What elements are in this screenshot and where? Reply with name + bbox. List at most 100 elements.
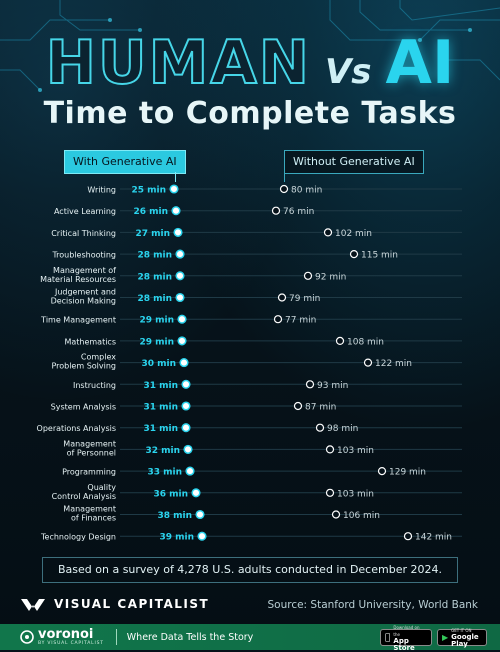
with-ai-point	[180, 359, 188, 367]
task-label-line: Quality	[87, 483, 116, 492]
without-ai-point	[281, 186, 288, 193]
task-label: Management of Personnel	[63, 439, 116, 457]
task-label-line: Problem Solving	[51, 362, 116, 371]
task-label: Judgement and Decision Making	[51, 288, 116, 306]
with-ai-value-label: 29 min	[139, 337, 174, 347]
with-ai-value-label: 28 min	[137, 294, 172, 304]
without-ai-value-label: 93 min	[317, 381, 348, 391]
without-ai-point	[307, 381, 314, 388]
without-ai-point	[325, 229, 332, 236]
task-label: Operations Analysis	[37, 424, 116, 433]
without-ai-value-label: 80 min	[291, 186, 322, 196]
without-ai-point	[351, 251, 358, 258]
app-store-button[interactable]:  Download on the App Store	[380, 629, 432, 646]
with-ai-point	[184, 446, 192, 454]
divider	[116, 629, 117, 645]
task-label-line: Judgement and	[54, 288, 116, 297]
task-label-line: Management of	[53, 266, 116, 275]
without-ai-value-label: 106 min	[343, 511, 380, 521]
without-ai-point	[305, 272, 312, 279]
task-label: Quality Control Analysis	[52, 483, 117, 501]
without-ai-value-label: 98 min	[327, 424, 358, 434]
survey-footnote: Based on a survey of 4,278 U.S. adults c…	[42, 557, 458, 583]
task-label-line: Control Analysis	[52, 492, 116, 501]
app-store-label: App Store	[393, 638, 427, 652]
task-label-line: Critical Thinking	[51, 229, 116, 238]
with-ai-value-label: 32 min	[145, 446, 180, 456]
title-vs: Vs	[325, 52, 372, 92]
subtitle: Time to Complete Tasks	[0, 96, 500, 131]
without-ai-value-label: 92 min	[315, 272, 346, 282]
without-ai-point	[295, 403, 302, 410]
task-label-line: Troubleshooting	[51, 251, 116, 260]
visual-capitalist-logo-icon	[20, 596, 46, 612]
voronoi-sub: BY VISUAL CAPITALIST	[38, 641, 104, 647]
with-ai-point	[176, 294, 184, 302]
without-ai-point	[365, 359, 372, 366]
without-ai-point	[327, 489, 334, 496]
with-ai-point	[170, 185, 178, 193]
title-human: HUMAN	[46, 28, 311, 98]
with-ai-value-label: 25 min	[131, 186, 166, 196]
with-ai-point	[186, 467, 194, 475]
task-label-line: Programming	[62, 468, 116, 477]
task-label: Management of Finances	[63, 505, 116, 523]
task-label: Complex Problem Solving	[51, 353, 116, 371]
without-ai-value-label: 79 min	[289, 294, 320, 304]
with-ai-value-label: 31 min	[143, 424, 178, 434]
task-label-line: Mathematics	[64, 337, 116, 346]
with-ai-value-label: 33 min	[147, 468, 182, 478]
without-ai-point	[379, 468, 386, 475]
task-label-line: System Analysis	[51, 403, 116, 412]
task-label-line: Technology Design	[40, 533, 116, 542]
task-label: Active Learning	[54, 207, 116, 216]
with-ai-value-label: 28 min	[137, 272, 172, 282]
with-ai-point	[182, 381, 190, 389]
voronoi-logo-icon	[20, 630, 34, 644]
with-ai-point	[172, 207, 180, 215]
play-icon: ▶	[442, 633, 448, 642]
task-label-line: Writing	[87, 186, 116, 195]
voronoi-logo[interactable]: voronoi BY VISUAL CAPITALIST	[38, 628, 104, 647]
task-label-line: of Personnel	[67, 448, 116, 457]
task-label: Instructing	[73, 381, 116, 390]
without-ai-point	[333, 511, 340, 518]
task-label-line: Material Resources	[40, 275, 116, 284]
with-ai-value-label: 26 min	[133, 207, 168, 217]
task-label: Time Management	[40, 316, 116, 325]
visual-capitalist-brand: VISUAL CAPITALIST	[20, 596, 209, 612]
task-label: Writing	[87, 186, 116, 195]
google-play-label: Google Play	[451, 634, 482, 648]
with-ai-point	[196, 511, 204, 519]
without-ai-value-label: 102 min	[335, 229, 372, 239]
task-label-line: Operations Analysis	[37, 424, 116, 433]
without-ai-value-label: 115 min	[361, 251, 398, 261]
with-ai-point	[198, 532, 206, 540]
with-ai-value-label: 39 min	[159, 533, 194, 543]
google-play-button[interactable]: ▶ GET IT ON Google Play	[437, 629, 487, 646]
without-ai-value-label: 129 min	[389, 468, 426, 478]
without-ai-value-label: 87 min	[305, 403, 336, 413]
without-ai-point	[317, 424, 324, 431]
with-ai-value-label: 36 min	[153, 489, 188, 499]
with-ai-value-label: 27 min	[135, 229, 170, 239]
voronoi-tagline: Where Data Tells the Story	[127, 632, 254, 643]
without-ai-point	[405, 533, 412, 540]
dumbbell-chart: Writing 25 min 80 min Active Learning 26 min…	[0, 176, 500, 551]
without-ai-point	[275, 316, 282, 323]
brand-name: VISUAL CAPITALIST	[54, 597, 209, 611]
with-ai-value-label: 31 min	[143, 403, 178, 413]
with-ai-value-label: 30 min	[141, 359, 176, 369]
app-store-small: Download on the	[393, 624, 427, 638]
source-text: Source: Stanford University, World Bank	[267, 599, 478, 611]
without-ai-point	[279, 294, 286, 301]
with-ai-value-label: 29 min	[139, 316, 174, 326]
title: HUMAN Vs AI	[0, 28, 500, 98]
task-label: Management of Material Resources	[40, 266, 116, 284]
task-label: Mathematics	[64, 337, 116, 346]
without-ai-value-label: 76 min	[283, 207, 314, 217]
task-label: Critical Thinking	[51, 229, 116, 238]
voronoi-name: voronoi	[38, 628, 104, 641]
task-label: Technology Design	[40, 533, 116, 542]
title-ai: AI	[386, 28, 455, 98]
